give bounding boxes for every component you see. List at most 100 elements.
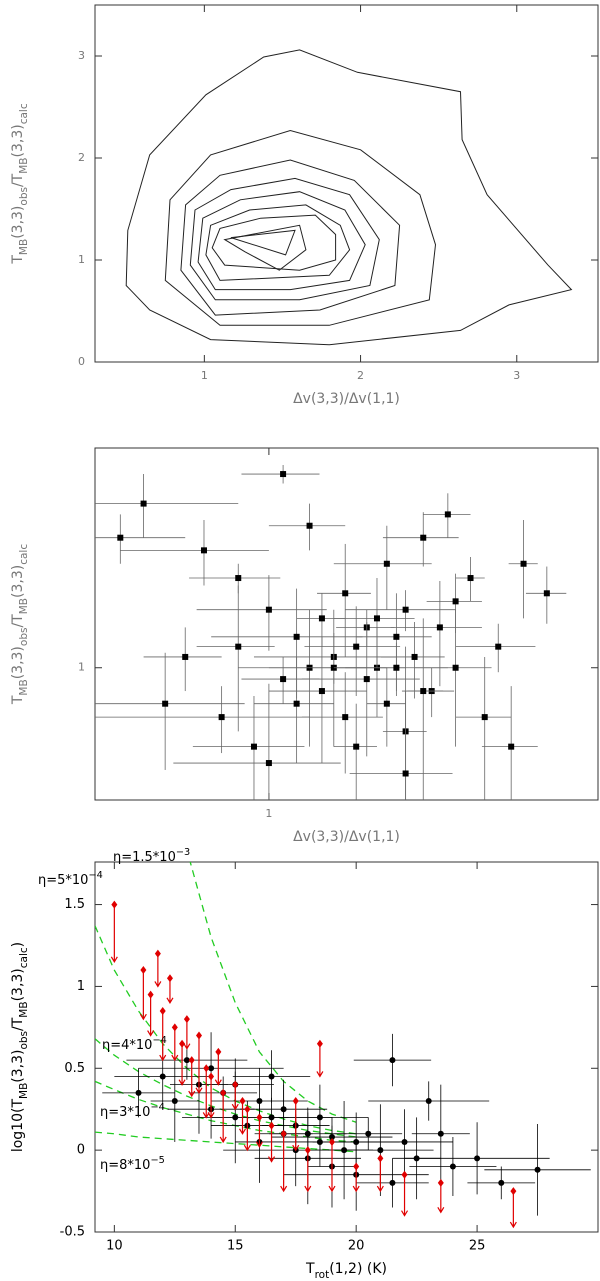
point [363, 676, 370, 683]
label-part: rot [315, 1269, 330, 1281]
label-part: T [305, 1261, 315, 1277]
upper-limit-arrow [231, 1084, 239, 1111]
point [495, 643, 502, 650]
x-tick-label: 3 [513, 369, 520, 382]
y-tick-label: 3 [78, 49, 85, 62]
y-tick-label: 2 [78, 151, 85, 164]
upper-limit-arrow [139, 970, 147, 1021]
label-part: obs [18, 1031, 30, 1050]
point [373, 615, 380, 622]
x-tick-label: 25 [469, 1239, 486, 1254]
label-part: −4 [88, 870, 102, 881]
upper-limit-arrow [219, 1092, 227, 1144]
point [436, 624, 443, 631]
label-part: η=4*10 [102, 1038, 152, 1053]
upper-limit-arrow [214, 1051, 222, 1086]
label-part: calc [18, 947, 30, 968]
upper-limit-arrow [207, 1076, 215, 1119]
curve-label: η=4*10−4 [102, 1035, 167, 1053]
point [135, 1089, 142, 1096]
x-tick-label: 10 [106, 1239, 123, 1254]
point [520, 560, 527, 567]
x-tick-label: 2 [357, 369, 364, 382]
model-curve [189, 862, 357, 1123]
point [280, 1129, 287, 1138]
point [402, 606, 409, 613]
model-curve [95, 1038, 357, 1138]
label-part: (3,3) [10, 968, 26, 1001]
point [389, 1057, 396, 1064]
point [117, 534, 124, 541]
contour-line [230, 229, 296, 256]
y-tick-label: -0.5 [60, 1225, 85, 1240]
label-part: η=1.5*10 [113, 850, 176, 865]
point [140, 966, 147, 975]
upper-limit-arrow [188, 1060, 196, 1098]
contour-line [164, 129, 437, 326]
curve-label: η=5*10−4 [38, 870, 103, 888]
point [316, 1114, 323, 1121]
point [280, 1106, 287, 1113]
upper-limit-arrow [154, 953, 162, 988]
label-part: /T [10, 614, 26, 628]
point [256, 1113, 263, 1122]
upper-limit-arrow [316, 1043, 324, 1078]
plot-area [125, 49, 573, 346]
point [183, 1015, 190, 1024]
point [474, 1155, 481, 1162]
upper-limit-arrow [159, 1010, 167, 1062]
label-part: T [10, 695, 26, 705]
plot-area [95, 465, 567, 800]
label-part: −5 [150, 1155, 164, 1166]
point [342, 590, 349, 597]
point [304, 1130, 311, 1137]
point [437, 1178, 444, 1187]
point [179, 1039, 186, 1048]
point [293, 700, 300, 707]
point [543, 590, 550, 597]
label-part: (3,3) [10, 1050, 26, 1083]
y-tick-label: 1 [77, 979, 85, 994]
point [402, 770, 409, 777]
point [111, 900, 118, 909]
upper-limit-arrow [292, 1101, 300, 1152]
label-part: T [10, 255, 26, 265]
point [304, 1146, 311, 1155]
upper-limit-arrow [178, 1043, 186, 1086]
label-part: MB [18, 1001, 30, 1017]
point [353, 743, 360, 750]
label-part: MB [18, 157, 30, 173]
y-tick-label: 1.5 [64, 897, 85, 912]
upper-limit-arrow [352, 1166, 360, 1193]
point [365, 1130, 372, 1137]
point [220, 1088, 227, 1097]
label-part: MB [18, 239, 30, 255]
x-tick-label: 20 [348, 1239, 365, 1254]
curve-label: η=3*10−4 [100, 1102, 165, 1120]
label-part: −4 [150, 1102, 164, 1113]
x-tick-label: 1 [265, 807, 272, 820]
label-part: (3,3) [10, 646, 26, 679]
upper-limit-arrow [195, 1035, 203, 1095]
point [292, 1097, 299, 1106]
point [389, 1179, 396, 1186]
contour-line [180, 159, 401, 316]
label-part: η=8*10 [100, 1158, 150, 1173]
point [508, 743, 515, 750]
plot-frame [94, 4, 599, 363]
upper-limit-arrow [110, 904, 118, 964]
model-curve [95, 1131, 357, 1153]
point [328, 1134, 335, 1141]
point [383, 700, 390, 707]
point [215, 1047, 222, 1056]
upper-limit-arrow [255, 1117, 263, 1149]
contour-line [223, 224, 307, 271]
upper-limit-arrow [238, 1101, 247, 1135]
label-part: MB [18, 598, 30, 614]
point [203, 1064, 210, 1073]
contour-line [189, 177, 380, 301]
contour-line [211, 214, 337, 271]
upper-limit-arrow [147, 994, 155, 1037]
label-part: obs [18, 628, 30, 647]
